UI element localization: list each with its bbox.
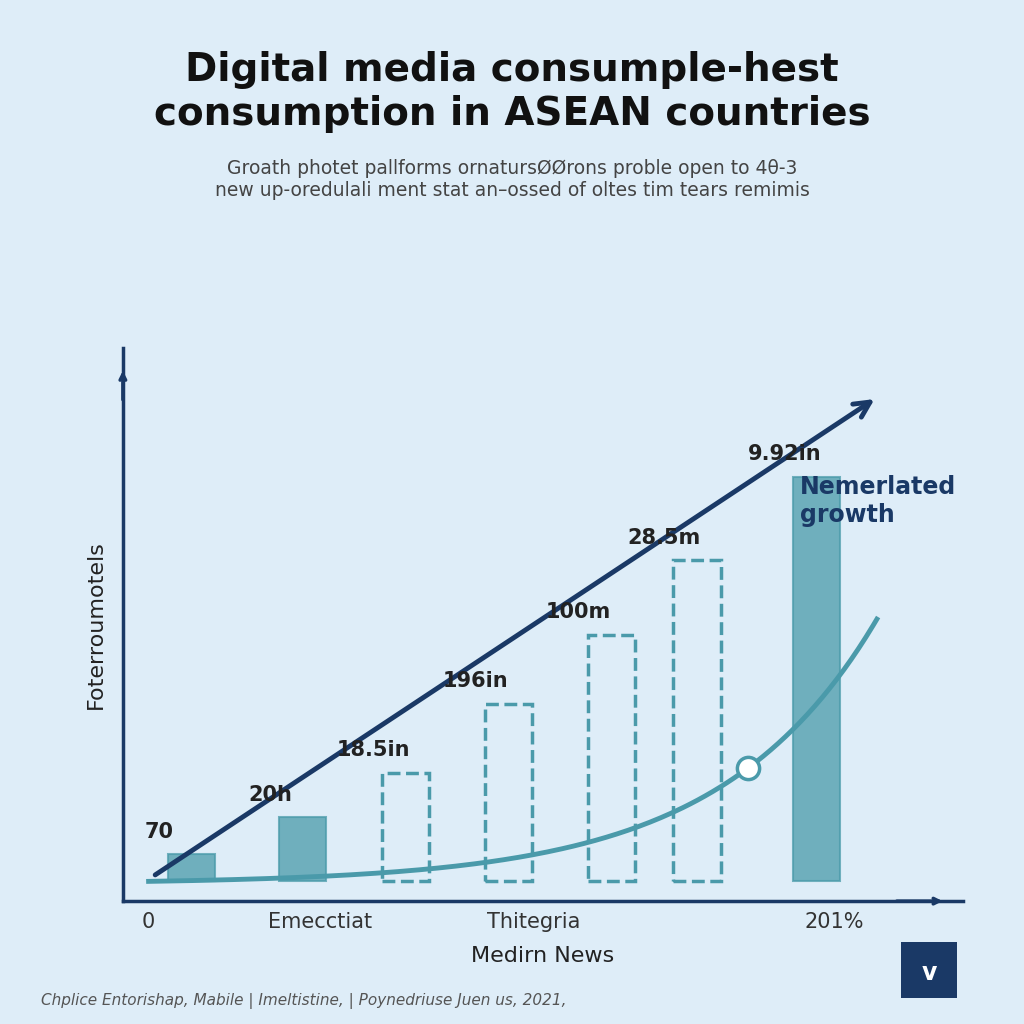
Bar xyxy=(168,854,215,882)
Text: 18.5in: 18.5in xyxy=(336,740,410,761)
Bar xyxy=(794,476,841,882)
Text: Groath photet pallforms ornatursØØrons proble open to 4θ-3
new up-oredulali ment: Groath photet pallforms ornatursØØrons p… xyxy=(215,159,809,200)
Text: 70: 70 xyxy=(144,822,173,842)
Text: 9.92in: 9.92in xyxy=(748,444,821,464)
Bar xyxy=(485,703,532,882)
Text: Digital media consumple-hest
consumption in ASEAN countries: Digital media consumple-hest consumption… xyxy=(154,51,870,133)
X-axis label: Medirn News: Medirn News xyxy=(471,946,614,966)
Text: Nemerlated
growth: Nemerlated growth xyxy=(800,475,956,527)
Bar xyxy=(382,773,429,882)
Text: 28.5m: 28.5m xyxy=(628,528,701,548)
Bar xyxy=(674,560,721,882)
Text: 20h: 20h xyxy=(248,784,292,805)
Bar xyxy=(280,817,327,882)
Y-axis label: Foterroumotels: Foterroumotels xyxy=(86,541,106,709)
Text: Chplice Entorishap, Mabile | Imeltistine, | Poynedriuse Juen us, 2021,: Chplice Entorishap, Mabile | Imeltistine… xyxy=(41,992,566,1009)
Text: 100m: 100m xyxy=(546,602,611,623)
Bar xyxy=(588,635,635,882)
Text: 196in: 196in xyxy=(443,672,509,691)
Text: v: v xyxy=(922,962,937,985)
